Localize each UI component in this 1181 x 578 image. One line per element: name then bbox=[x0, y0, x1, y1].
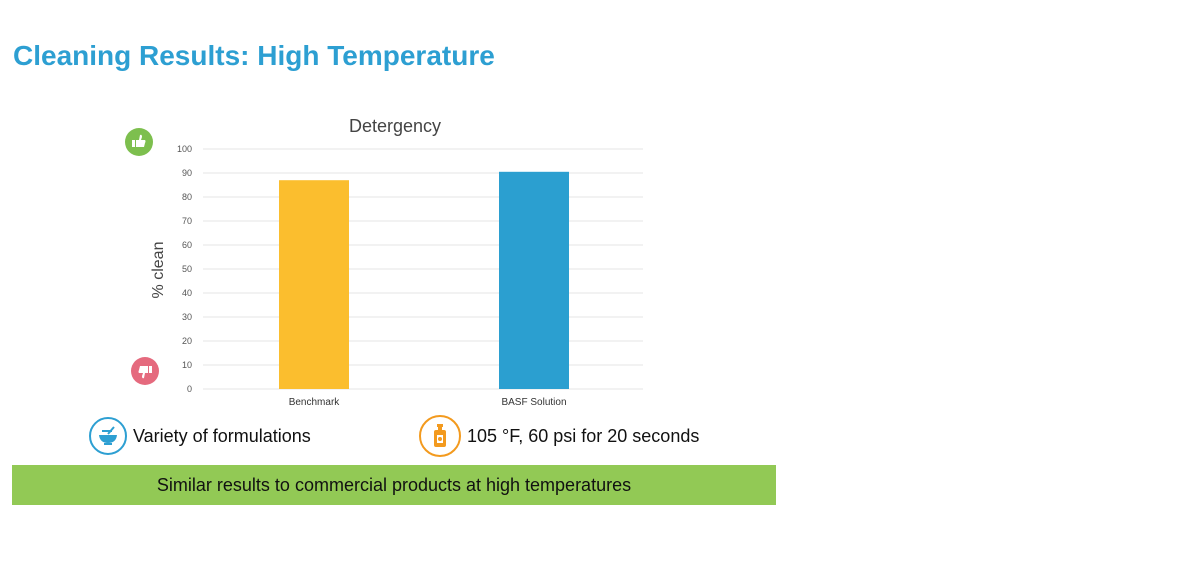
y-tick-label: 40 bbox=[182, 288, 192, 298]
chart-title: Detergency bbox=[349, 116, 441, 136]
bar-basf-solution bbox=[499, 171, 569, 389]
x-tick-label: Benchmark bbox=[289, 397, 341, 408]
bars bbox=[279, 171, 569, 389]
x-tick-label: BASF Solution bbox=[501, 397, 566, 408]
thumbs-down-icon bbox=[131, 357, 159, 385]
y-axis-label: % clean bbox=[150, 242, 167, 299]
y-tick-label: 10 bbox=[182, 360, 192, 370]
thumbs-up-icon bbox=[125, 128, 153, 156]
y-tick-label: 70 bbox=[182, 216, 192, 226]
spray-bottle-icon bbox=[419, 415, 461, 457]
y-tick-label: 0 bbox=[187, 384, 192, 394]
page-title: Cleaning Results: High Temperature bbox=[13, 40, 495, 71]
feature-label-conditions: 105 °F, 60 psi for 20 seconds bbox=[467, 425, 700, 446]
y-tick-label: 80 bbox=[182, 192, 192, 202]
x-tick-labels: Benchmark BASF Solution bbox=[289, 397, 567, 408]
y-tick-label: 20 bbox=[182, 336, 192, 346]
y-tick-label: 100 bbox=[177, 144, 192, 154]
gridlines bbox=[203, 148, 643, 390]
summary-banner: Similar results to commercial products a… bbox=[12, 465, 776, 505]
y-tick-label: 90 bbox=[182, 168, 192, 178]
bar-benchmark bbox=[279, 180, 349, 389]
feature-formulations: Variety of formulations bbox=[89, 417, 311, 455]
y-tick-labels: 0 10 20 30 40 50 60 70 80 90 100 bbox=[177, 144, 192, 394]
feature-label-formulations: Variety of formulations bbox=[133, 425, 311, 446]
y-tick-label: 50 bbox=[182, 264, 192, 274]
y-tick-label: 30 bbox=[182, 312, 192, 322]
mixing-bowl-icon bbox=[89, 417, 127, 455]
feature-conditions: 105 °F, 60 psi for 20 seconds bbox=[419, 415, 699, 457]
y-tick-label: 60 bbox=[182, 240, 192, 250]
